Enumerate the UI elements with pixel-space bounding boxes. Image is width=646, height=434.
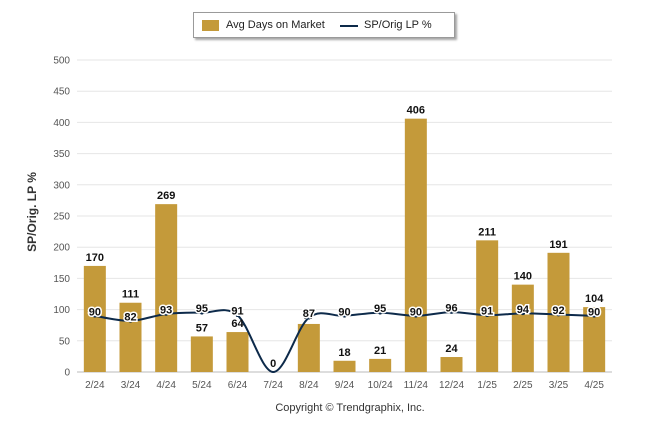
line-point — [592, 314, 596, 318]
bar-data-label: 0 — [270, 358, 276, 370]
x-tick-label: 4/25 — [584, 380, 604, 391]
y-tick-label: 100 — [53, 305, 70, 316]
line-point — [556, 312, 561, 317]
line-data-label: 93 — [160, 304, 172, 316]
line-point — [200, 310, 204, 315]
y-tick-label: 500 — [53, 56, 70, 67]
bar — [404, 118, 427, 372]
y-tick-label: 50 — [59, 336, 71, 347]
bar — [369, 358, 392, 372]
bar-data-label: 269 — [157, 190, 175, 202]
bar-data-label: 21 — [374, 345, 386, 357]
y-axis-label: SP/Orig. LP % — [25, 172, 39, 252]
x-tick-label: 9/24 — [335, 380, 355, 391]
legend-bar-swatch — [202, 20, 219, 31]
x-tick-label: 2/24 — [85, 380, 105, 391]
line-data-label: 90 — [410, 306, 422, 318]
line-data-label: 90 — [89, 306, 101, 318]
bar — [297, 323, 320, 372]
bar — [583, 307, 606, 372]
x-tick-label: 10/24 — [368, 380, 393, 391]
line-point — [449, 310, 454, 314]
line-point — [307, 315, 311, 320]
line-data-label: 96 — [445, 303, 457, 315]
line-point — [93, 314, 97, 318]
copyright-footer: Copyright © Trendgraphix, Inc. — [275, 402, 425, 414]
x-tick-label: 7/24 — [263, 380, 283, 391]
x-tick-label: 4/24 — [156, 380, 176, 391]
bar-data-label: 211 — [478, 226, 496, 238]
line-data-label: 95 — [374, 303, 386, 315]
y-tick-label: 250 — [53, 212, 70, 223]
line-point — [521, 311, 525, 316]
bar — [333, 360, 356, 372]
line-data-label: 90 — [588, 306, 600, 318]
bar — [190, 336, 213, 372]
bar-data-label: 111 — [122, 289, 139, 301]
line-data-label: 91 — [231, 306, 243, 318]
bar — [155, 204, 178, 372]
y-tick-label: 300 — [53, 180, 70, 191]
y-tick-label: 0 — [64, 368, 70, 379]
y-tick-label: 200 — [53, 243, 70, 254]
bar-data-label: 191 — [549, 239, 567, 251]
x-tick-label: 5/24 — [192, 380, 212, 391]
bar-data-label: 57 — [196, 322, 208, 334]
x-tick-label: 3/24 — [121, 380, 141, 391]
x-tick-label: 8/24 — [299, 380, 319, 391]
line-data-label: 92 — [552, 305, 564, 317]
bar-data-label: 140 — [514, 271, 532, 283]
line-point — [414, 314, 418, 318]
line-data-label: 90 — [338, 306, 350, 318]
line-data-label: 95 — [196, 303, 208, 315]
y-tick-label: 400 — [53, 118, 70, 129]
bar — [476, 240, 499, 372]
bar — [440, 357, 463, 372]
bar-data-label: 24 — [445, 343, 458, 355]
x-tick-label: 12/24 — [439, 380, 464, 391]
line-point — [128, 319, 133, 323]
line-data-label: 82 — [124, 311, 136, 323]
bar — [511, 284, 534, 372]
line-data-label: 87 — [303, 308, 315, 320]
bar-data-label: 77 — [303, 310, 315, 322]
bar-data-label: 64 — [231, 318, 244, 330]
line-point — [164, 312, 168, 316]
y-tick-label: 350 — [53, 149, 70, 160]
y-tick-label: 150 — [53, 274, 70, 285]
line-point — [485, 313, 489, 318]
x-tick-label: 2/25 — [513, 380, 533, 391]
line-point — [378, 310, 382, 315]
legend-line-swatch — [340, 25, 358, 27]
line-data-label: 94 — [517, 304, 530, 316]
legend: Avg Days on Market SP/Orig LP % — [193, 12, 455, 38]
legend-bar-label: Avg Days on Market — [226, 19, 325, 31]
x-tick-label: 3/25 — [549, 380, 569, 391]
line-point — [342, 314, 347, 318]
bar-data-label: 170 — [86, 252, 104, 264]
x-tick-label: 11/24 — [404, 380, 429, 391]
bar-data-label: 18 — [338, 347, 350, 359]
y-tick-label: 450 — [53, 87, 70, 98]
bar-data-label: 406 — [407, 105, 425, 117]
bar — [83, 265, 106, 372]
x-tick-label: 6/24 — [228, 380, 248, 391]
line-point — [235, 313, 240, 318]
x-tick-label: 1/25 — [477, 380, 497, 391]
line-data-label: 91 — [481, 306, 493, 318]
legend-line-label: SP/Orig LP % — [364, 19, 432, 31]
bar — [226, 332, 249, 372]
bar — [547, 252, 570, 372]
bar-data-label: 104 — [585, 293, 604, 305]
